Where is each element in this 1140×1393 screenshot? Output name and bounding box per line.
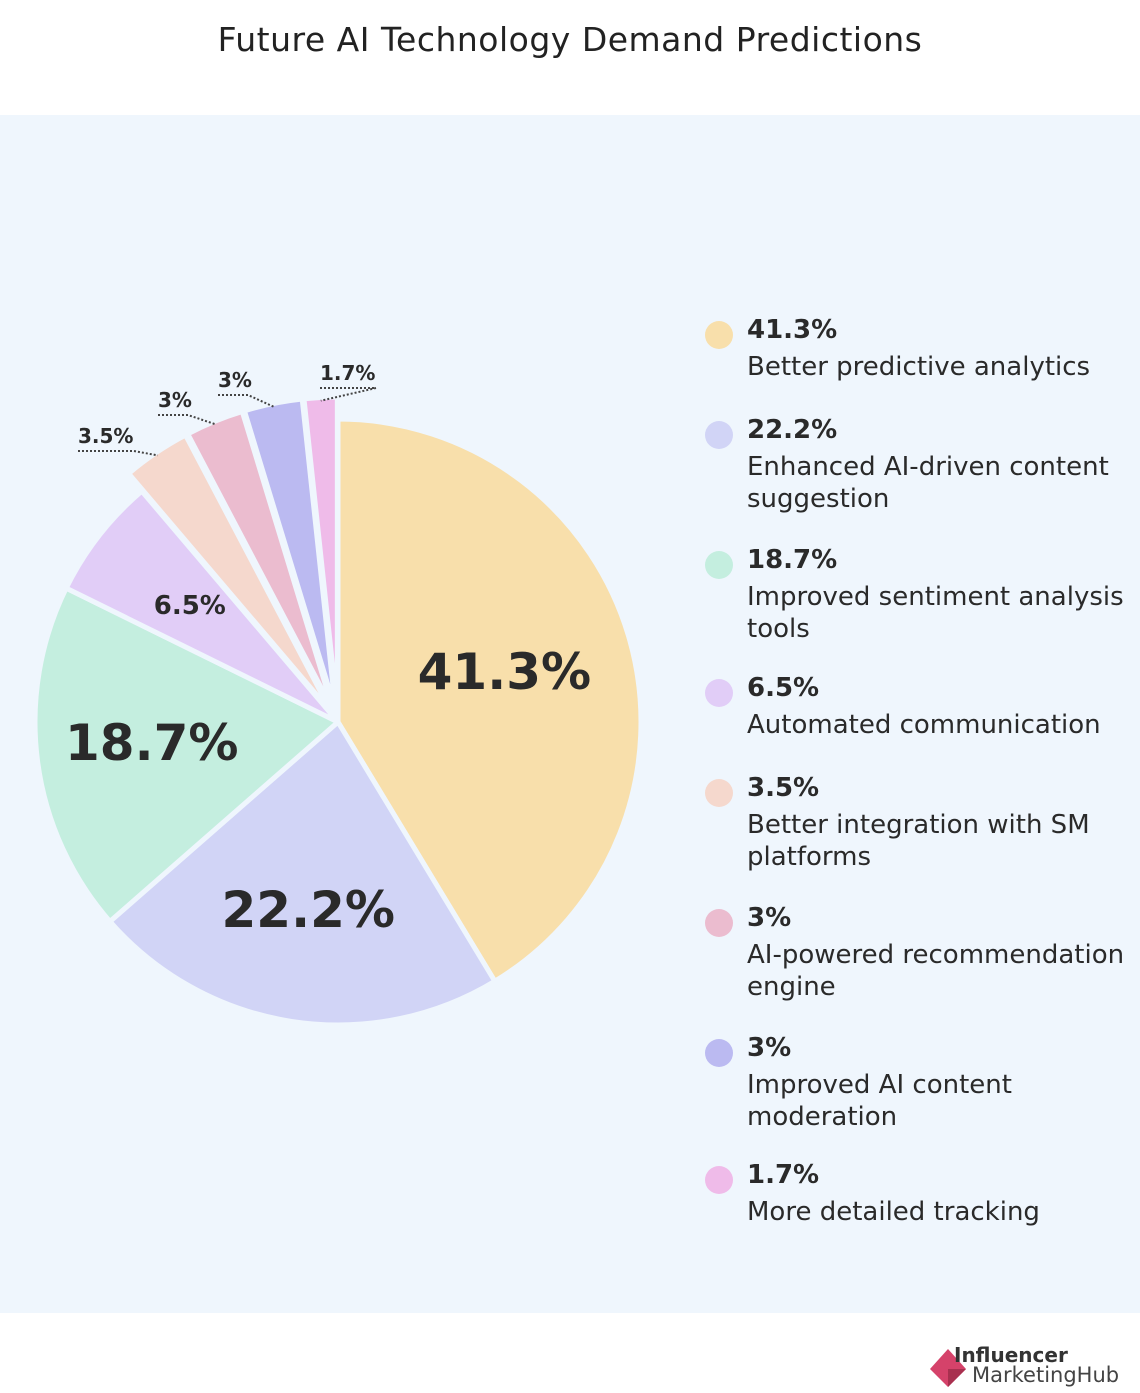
slice-label: 6.5% bbox=[154, 591, 226, 621]
legend-value: 18.7% bbox=[747, 545, 838, 575]
legend-label: Enhanced AI-driven content suggestion bbox=[747, 452, 1109, 514]
legend-value: 3% bbox=[747, 1033, 792, 1063]
pie-slice bbox=[107, 719, 498, 1028]
pie-slice bbox=[32, 585, 341, 924]
slice-label: 1.7% bbox=[320, 361, 375, 385]
legend-swatch-icon bbox=[705, 1166, 733, 1194]
leader-line bbox=[320, 387, 377, 402]
legend-swatch-icon bbox=[705, 321, 733, 349]
legend-label: Better predictive analytics bbox=[747, 352, 1091, 382]
legend-label: Improved sentiment analysis tools bbox=[747, 582, 1124, 644]
pie-slice bbox=[301, 394, 340, 713]
legend-label: Improved AI content moderation bbox=[747, 1070, 1012, 1132]
legend-value: 3.5% bbox=[747, 773, 820, 803]
chart-panel: 41.3% 22.2% 18.7% 6.5% 3.5% 3% 3% 1.7% 41.3% Bet… bbox=[0, 115, 1140, 1387]
leader-line bbox=[158, 414, 217, 426]
legend-swatch-icon bbox=[705, 551, 733, 579]
legend-swatch-icon bbox=[705, 909, 733, 937]
legend-swatch-icon bbox=[705, 421, 733, 449]
slice-label: 41.3% bbox=[418, 643, 591, 701]
legend-swatch-icon bbox=[705, 1039, 733, 1067]
logo-line2: MarketingHub bbox=[972, 1363, 1120, 1387]
chart-title: Future AI Technology Demand Predictions bbox=[217, 20, 923, 59]
legend-swatch-icon bbox=[705, 679, 733, 707]
legend-label: Better integration with SM platforms bbox=[747, 810, 1090, 872]
slice-label: 18.7% bbox=[65, 714, 238, 772]
legend-value: 41.3% bbox=[747, 315, 838, 345]
pie-chart: 41.3% 22.2% 18.7% 6.5% 3.5% 3% 3% 1.7% bbox=[32, 361, 644, 1028]
slice-label: 3% bbox=[218, 368, 252, 392]
legend-value: 1.7% bbox=[747, 1160, 820, 1190]
legend-label: Automated communication bbox=[747, 710, 1101, 740]
leader-line bbox=[78, 450, 159, 457]
slice-label: 22.2% bbox=[222, 881, 395, 939]
legend-value: 3% bbox=[747, 903, 792, 933]
pie-slice bbox=[63, 488, 341, 725]
legend-label: AI-powered recommendation engine bbox=[747, 940, 1125, 1002]
slice-label: 3% bbox=[158, 388, 192, 412]
slice-label: 3.5% bbox=[78, 424, 133, 448]
legend-value: 6.5% bbox=[747, 673, 820, 703]
legend-label: More detailed tracking bbox=[747, 1197, 1040, 1227]
legend-value: 22.2% bbox=[747, 415, 838, 445]
pie-slice bbox=[335, 416, 644, 984]
leader-line bbox=[218, 394, 275, 408]
legend-swatch-icon bbox=[705, 779, 733, 807]
logo: Influencer MarketingHub bbox=[928, 1343, 1128, 1393]
